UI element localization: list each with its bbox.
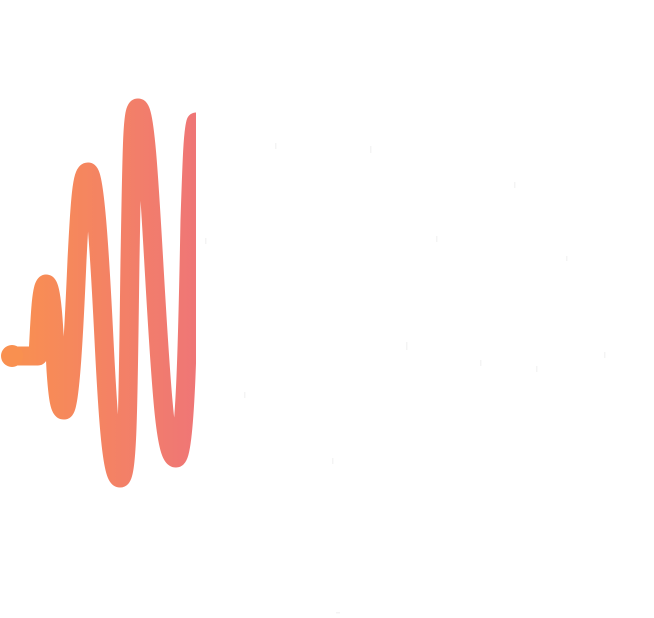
wave-start-dot — [1, 345, 23, 367]
sound-wave-path — [2, 98, 196, 488]
